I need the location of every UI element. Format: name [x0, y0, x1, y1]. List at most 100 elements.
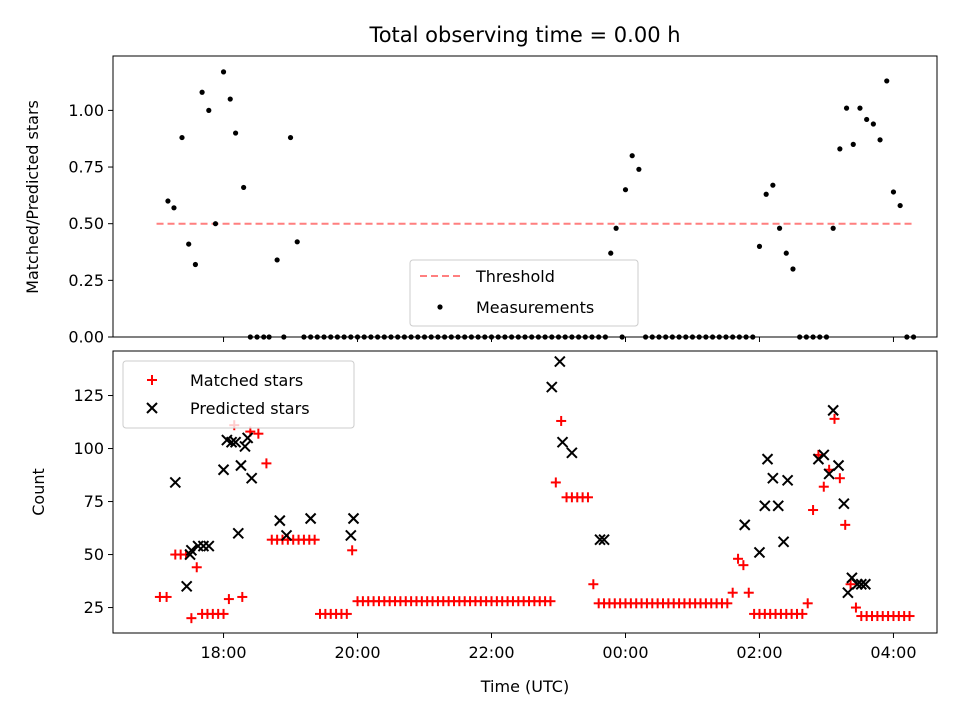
predicted-star-marker: [823, 468, 835, 480]
predicted-star-marker: [347, 512, 360, 525]
measurement-points: [165, 69, 917, 340]
measurement-point: [756, 243, 763, 249]
matched-star-marker: [818, 481, 829, 492]
predicted-stars-points: [169, 355, 872, 599]
predicted-star-marker: [827, 404, 839, 417]
measurement-point: [448, 334, 454, 340]
measurement-point: [790, 266, 796, 272]
matched-star-marker: [556, 415, 567, 426]
matched-star-marker: [840, 519, 851, 530]
measurement-point: [529, 334, 535, 340]
measurement-point: [179, 134, 185, 141]
measurement-point: [613, 225, 619, 231]
measurement-point: [608, 250, 614, 256]
measurement-point: [709, 334, 716, 340]
bottom-panel: 25 50 75 100 125 18:00 20:00 22:00 00:00 02:00 04…: [29, 350, 938, 696]
matched-star-marker: [582, 492, 593, 503]
measurement-point: [502, 334, 508, 340]
measurement-point: [850, 141, 856, 147]
measurement-point: [247, 334, 253, 340]
x-tick-label: 22:00: [468, 643, 514, 662]
measurement-point: [186, 241, 192, 247]
measurement-point: [877, 137, 883, 143]
bottom-y-ticks: 25 50 75 100 125: [73, 386, 113, 617]
measurement-point: [817, 334, 823, 340]
bottom-legend-box: [122, 360, 355, 429]
measurement-point: [468, 334, 475, 340]
top-y-tick-label: 0.25: [68, 271, 104, 290]
matched-star-marker: [727, 587, 738, 598]
bottom-y-axis-label: Count: [29, 468, 48, 516]
matched-star-marker: [743, 587, 754, 598]
matched-star-marker: [829, 413, 840, 424]
bottom-y-tick-label: 100: [73, 439, 104, 458]
matched-star-marker: [802, 598, 813, 609]
measurement-point: [455, 334, 461, 340]
measurement-point: [232, 130, 239, 136]
measurement-point: [542, 334, 548, 340]
measurement-point: [428, 334, 434, 340]
measurement-point: [569, 334, 575, 340]
measurement-point: [656, 334, 662, 340]
matched-star-marker: [223, 594, 234, 605]
measurement-point: [810, 334, 816, 340]
matched-star-marker: [218, 608, 229, 619]
measurement-point: [227, 96, 233, 102]
predicted-star-marker: [753, 546, 766, 559]
measurement-point: [261, 334, 267, 340]
measurement-point: [482, 334, 488, 340]
measurement-point: [199, 89, 205, 95]
matched-star-marker: [237, 591, 248, 602]
matched-star-marker: [191, 562, 202, 573]
measurement-point: [870, 121, 876, 127]
matched-star-marker: [253, 428, 264, 439]
measurement-point: [475, 334, 481, 340]
measurement-point: [192, 261, 198, 268]
predicted-star-marker: [598, 533, 610, 546]
predicted-star-marker: [235, 459, 247, 472]
measurement-point: [274, 257, 280, 263]
matched-star-marker: [738, 560, 749, 571]
predicted-star-marker: [772, 500, 784, 512]
top-y-tick-label: 0.75: [68, 158, 104, 177]
measurement-point: [703, 334, 709, 340]
measurement-point: [254, 334, 260, 340]
predicted-star-marker: [556, 436, 569, 448]
predicted-star-marker: [566, 447, 578, 459]
measurement-point: [897, 202, 903, 209]
measurement-point: [864, 116, 870, 123]
measurement-point: [415, 334, 421, 340]
predicted-star-marker: [594, 533, 606, 546]
measurement-point: [522, 334, 528, 340]
measurement-point: [241, 184, 247, 191]
measurement-point: [328, 334, 334, 340]
measurement-point: [421, 334, 428, 340]
measurement-point: [910, 334, 917, 340]
matched-star-marker: [904, 611, 915, 622]
top-legend-box: [409, 259, 639, 327]
bottom-y-tick-label: 75: [84, 492, 104, 511]
x-tick-label: 02:00: [736, 643, 782, 662]
x-tick-label: 00:00: [602, 643, 648, 662]
measurement-point: [381, 334, 387, 340]
measurement-point: [642, 334, 649, 340]
matched-star-marker: [733, 553, 744, 564]
measurement-point: [348, 334, 354, 340]
measurement-point: [649, 334, 655, 340]
measurement-point: [281, 334, 287, 340]
measurement-point: [619, 334, 625, 340]
measurement-point: [165, 198, 171, 204]
measurement-point: [334, 334, 341, 340]
measurement-point: [723, 334, 729, 340]
measurement-point: [689, 334, 696, 340]
measurement-point: [388, 334, 394, 340]
predicted-star-marker: [855, 578, 868, 590]
measurement-point: [596, 334, 602, 340]
predicted-star-marker: [185, 544, 198, 557]
measurement-point: [770, 182, 776, 188]
x-tick-label: 20:00: [334, 643, 380, 662]
matched-star-marker: [834, 473, 845, 484]
measurement-point: [549, 334, 555, 340]
measurement-point: [750, 334, 756, 340]
measurement-point: [890, 189, 897, 195]
